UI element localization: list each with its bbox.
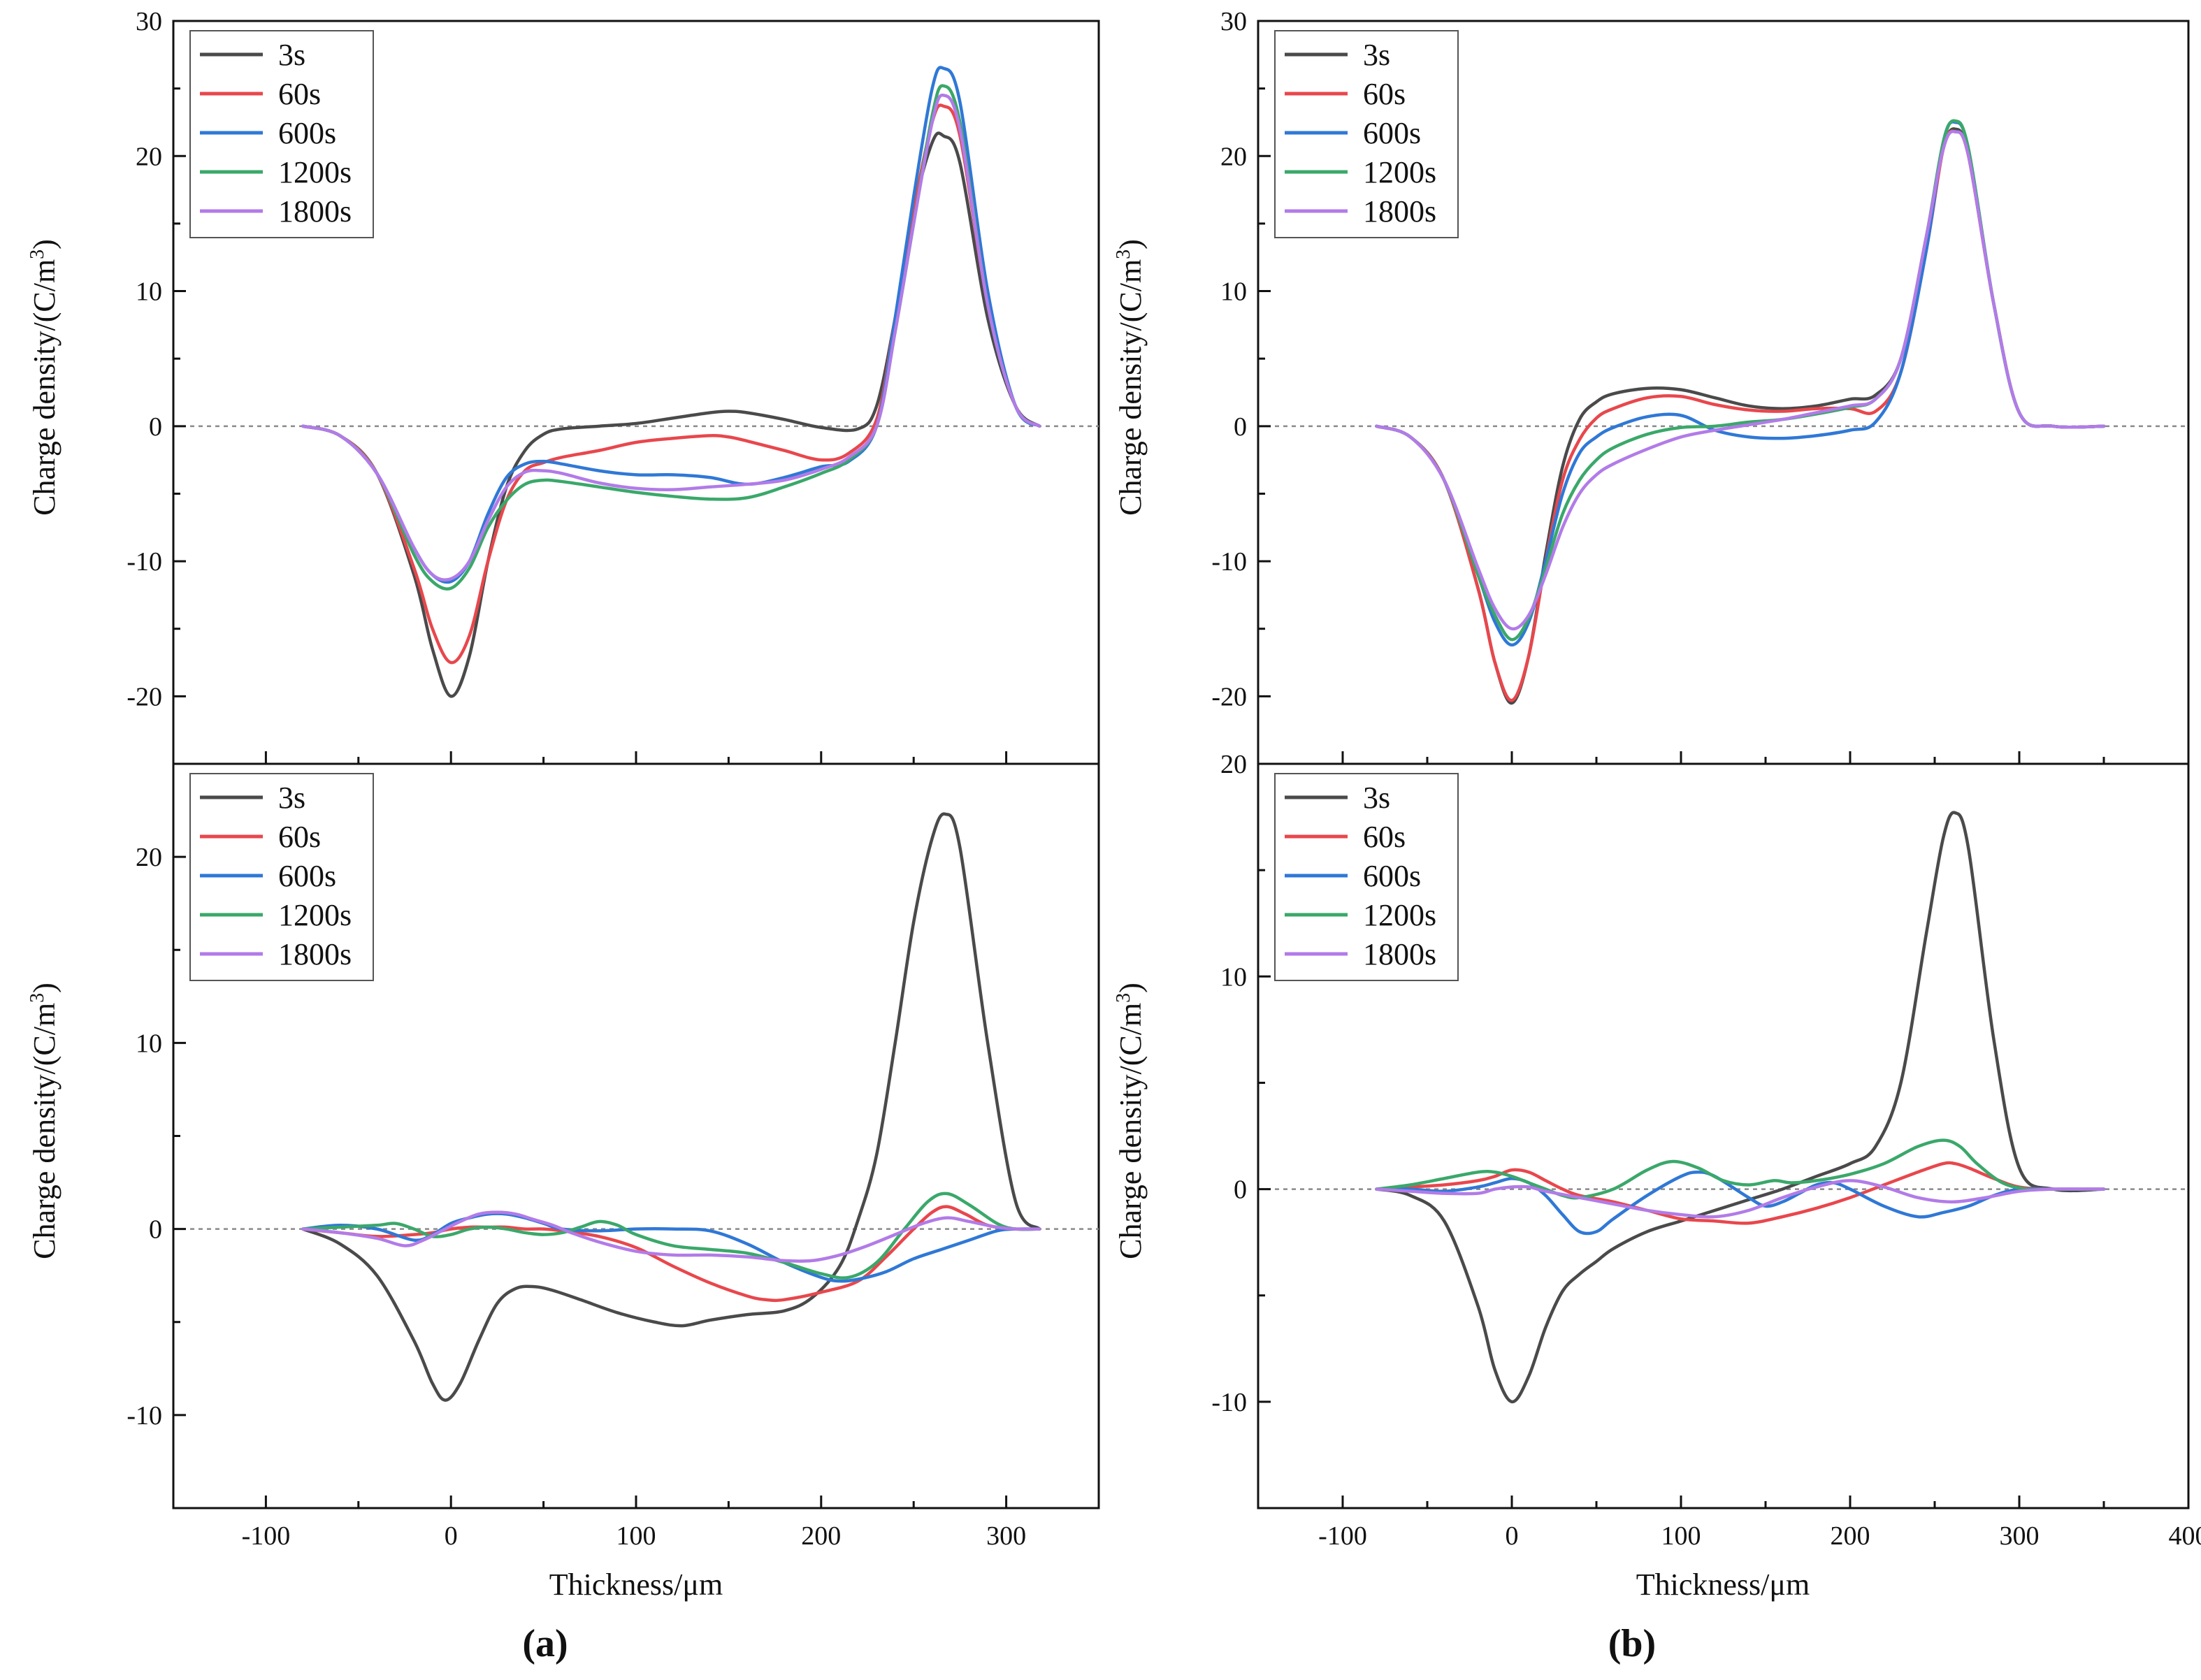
y-tick-label: -10 xyxy=(1211,547,1247,577)
y-tick-label: -20 xyxy=(1211,682,1247,711)
y-tick-label: 20 xyxy=(1220,750,1247,779)
series-line-60s xyxy=(301,103,1041,665)
legend-label: 60s xyxy=(278,820,321,854)
series-line-600s xyxy=(1375,120,2106,647)
y-tick-label: -10 xyxy=(127,1401,162,1431)
series-line-1200s xyxy=(1375,1138,2106,1200)
x-tick-label: -100 xyxy=(242,1521,291,1551)
x-tick-label: 200 xyxy=(1831,1521,1870,1551)
y-axis-title: Charge density/(C/m3) xyxy=(27,239,62,516)
legend-label: 1800s xyxy=(278,194,352,229)
series-line-1800s xyxy=(1375,1179,2106,1219)
legend-label: 60s xyxy=(1363,820,1406,854)
plot-frame xyxy=(1257,762,2190,1509)
legend-label: 1200s xyxy=(278,898,352,932)
legend-label: 60s xyxy=(1363,77,1406,111)
chart-a-bottom: Charge density/(C/m3) Thickness/μm -100 0… xyxy=(27,762,1100,1602)
series-line-1800s xyxy=(301,93,1041,582)
y-tick-label: 0 xyxy=(149,412,162,442)
y-axis-title: Charge density/(C/m3) xyxy=(27,983,62,1259)
legend-label: 1800s xyxy=(278,937,352,971)
y-tick-label: -20 xyxy=(127,682,162,711)
x-tick-label: 300 xyxy=(986,1521,1026,1551)
x-tick-label: 0 xyxy=(1506,1521,1519,1551)
legend-label: 1800s xyxy=(1363,937,1436,971)
y-tick-label: -10 xyxy=(1211,1388,1247,1417)
legend-label: 600s xyxy=(1363,116,1421,150)
y-tick-label: 10 xyxy=(136,1029,162,1058)
x-tick-label: 100 xyxy=(616,1521,656,1551)
legend-label: 600s xyxy=(278,116,336,150)
legend-label: 1200s xyxy=(1363,155,1436,189)
legend-label: 3s xyxy=(1363,38,1390,72)
x-axis-title: Thickness/μm xyxy=(1636,1567,1810,1602)
x-tick-label: 400 xyxy=(2169,1521,2201,1551)
panel-label-b: (b) xyxy=(1608,1622,1656,1665)
series-line-600s xyxy=(301,1212,1041,1283)
series-line-1800s xyxy=(1375,129,2106,631)
series-line-3s xyxy=(301,812,1041,1402)
legend-label: 3s xyxy=(278,781,305,815)
x-tick-label: 100 xyxy=(1661,1521,1701,1551)
legend-label: 3s xyxy=(278,38,305,72)
legend-label: 600s xyxy=(278,859,336,893)
series-line-3s xyxy=(1375,811,2106,1404)
x-axis-title: Thickness/μm xyxy=(549,1567,723,1602)
y-axis-title: Charge density/(C/m3) xyxy=(1113,983,1148,1259)
y-tick-label: 10 xyxy=(1220,962,1247,992)
series-line-600s xyxy=(301,66,1041,584)
chart-a-top: Charge density/(C/m3) 30 20 10 0 -10 -20 3s 60s… xyxy=(27,7,1100,765)
chart-b-top: Charge density/(C/m3) 30 20 10 0 -10 -20 3s 60s… xyxy=(1113,7,2190,765)
series-line-60s xyxy=(1375,129,2106,702)
series-line-1800s xyxy=(301,1210,1041,1263)
y-axis-title: Charge density/(C/m3) xyxy=(1113,239,1148,516)
x-tick-label: 0 xyxy=(445,1521,458,1551)
x-tick-label: 200 xyxy=(801,1521,841,1551)
series-line-1200s xyxy=(301,84,1041,591)
y-tick-label: 10 xyxy=(1220,277,1247,307)
y-tick-label: -10 xyxy=(127,547,162,577)
y-tick-label: 30 xyxy=(136,7,162,36)
y-tick-label: 20 xyxy=(1220,142,1247,171)
legend-label: 60s xyxy=(278,77,321,111)
legend-label: 3s xyxy=(1363,781,1390,815)
legend-label: 1800s xyxy=(1363,194,1436,229)
series-line-1200s xyxy=(1375,119,2106,642)
x-tick-label: -100 xyxy=(1318,1521,1367,1551)
y-tick-label: 20 xyxy=(136,843,162,872)
panel-label-a: (a) xyxy=(522,1622,568,1665)
y-tick-label: 0 xyxy=(1234,412,1247,442)
legend-label: 1200s xyxy=(278,155,352,189)
y-tick-label: 0 xyxy=(149,1215,162,1245)
legend-label: 1200s xyxy=(1363,898,1436,932)
chart-b-bottom: Charge density/(C/m3) Thickness/μm -100 0… xyxy=(1113,750,2201,1602)
x-tick-label: 300 xyxy=(2000,1521,2040,1551)
y-tick-label: 10 xyxy=(136,277,162,307)
series-line-3s xyxy=(301,131,1041,698)
legend-label: 600s xyxy=(1363,859,1421,893)
y-tick-label: 20 xyxy=(136,142,162,171)
y-tick-label: 0 xyxy=(1234,1175,1247,1205)
y-tick-label: 30 xyxy=(1220,7,1247,36)
